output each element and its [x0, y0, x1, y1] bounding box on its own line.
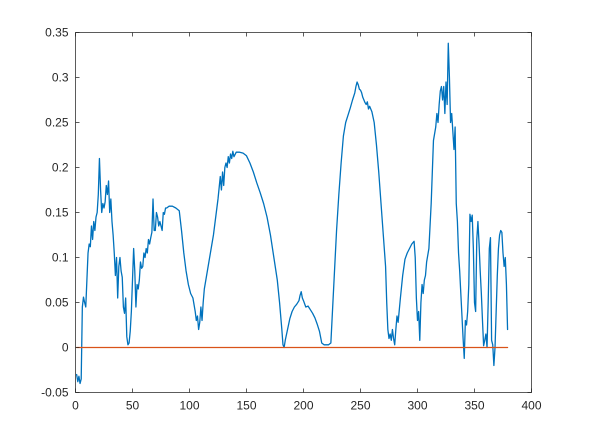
x-tick-label: 350 — [464, 399, 484, 413]
x-tick-label: 50 — [126, 399, 140, 413]
series-layer — [75, 42, 509, 385]
y-tick-label: -0.05 — [41, 386, 69, 400]
x-tick-label: 200 — [293, 399, 313, 413]
y-tick-label: 0.35 — [45, 26, 69, 40]
y-tick-label: 0.15 — [45, 206, 69, 220]
x-tick-label: 300 — [407, 399, 427, 413]
x-tick-label: 0 — [72, 399, 79, 413]
x-tick-label: 100 — [179, 399, 199, 413]
x-axis: 0 50 100 150 200 250 300 350 400 — [72, 32, 542, 413]
y-tick-label: 0 — [62, 341, 69, 355]
y-tick-label: 0.05 — [45, 296, 69, 310]
y-tick-label: 0.3 — [52, 71, 69, 85]
y-tick-label: 0.25 — [45, 116, 69, 130]
y-axis: -0.05 0 0.05 0.1 0.15 0.2 0.25 0.3 0.35 — [41, 26, 532, 400]
y-tick-label: 0.2 — [52, 161, 69, 175]
x-tick-label: 150 — [236, 399, 256, 413]
x-tick-label: 400 — [521, 399, 541, 413]
x-tick-label: 250 — [350, 399, 370, 413]
series-line-1 — [75, 42, 509, 385]
y-tick-label: 0.1 — [52, 251, 69, 265]
